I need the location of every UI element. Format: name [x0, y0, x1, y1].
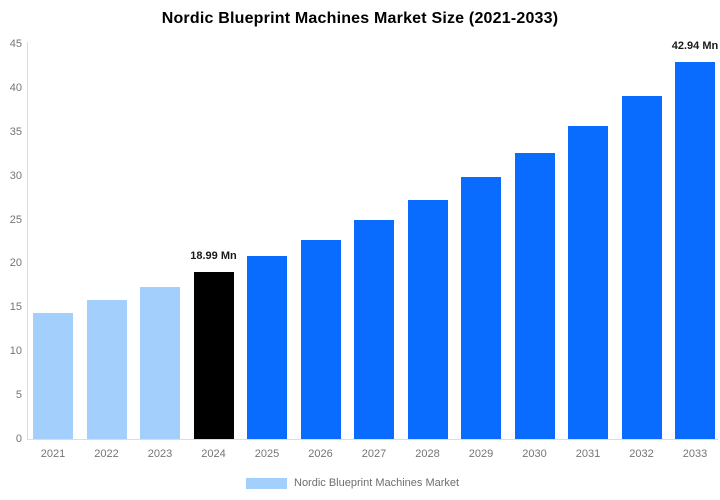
- x-axis-label: 2029: [468, 448, 494, 460]
- legend-swatch: [246, 477, 287, 489]
- y-tick-label: 15: [9, 301, 22, 314]
- x-axis-label: 2033: [682, 448, 708, 460]
- bar-2025: [247, 256, 287, 439]
- y-tick-label: 25: [9, 213, 22, 226]
- legend: Nordic Blueprint Machines Market: [246, 477, 459, 489]
- bar-value-label: 42.94 Mn: [671, 40, 719, 53]
- bar-value-label: 18.99 Mn: [190, 250, 237, 263]
- legend-label: Nordic Blueprint Machines Market: [294, 477, 460, 489]
- x-axis-label: 2025: [254, 448, 280, 460]
- y-tick-label: 35: [9, 125, 22, 138]
- y-axis-line: [27, 42, 28, 439]
- bar-2032: [621, 95, 662, 439]
- y-tick-label: 10: [9, 345, 22, 358]
- x-axis-label: 2032: [629, 448, 654, 460]
- x-axis-label: 2024: [201, 448, 226, 460]
- x-axis-label: 2031: [575, 448, 601, 460]
- bar-2030: [514, 152, 555, 439]
- y-tick-label: 45: [9, 38, 22, 50]
- bar-2028: [407, 200, 448, 439]
- bar-2033: [675, 62, 715, 439]
- bar-2026: [300, 239, 341, 439]
- x-axis-label: 2028: [415, 448, 440, 460]
- chart-title: Nordic Blueprint Machines Market Size (2…: [161, 10, 559, 27]
- bar-2022: [86, 300, 127, 439]
- y-tick-label: 30: [9, 169, 22, 182]
- x-axis-line: [27, 439, 718, 440]
- bar-2024: [193, 272, 234, 439]
- x-axis-label: 2030: [522, 448, 547, 460]
- y-tick-label: 5: [15, 389, 22, 402]
- bar-2031: [568, 125, 608, 439]
- y-tick-label: 20: [9, 257, 22, 270]
- y-tick-label: 40: [9, 81, 22, 94]
- x-axis-label: 2027: [361, 448, 387, 460]
- y-tick-label: 0: [15, 433, 22, 445]
- bar-2027: [354, 220, 394, 439]
- bar-2029: [461, 177, 501, 439]
- bar-2021: [33, 312, 73, 439]
- bar-2023: [140, 287, 180, 439]
- x-axis-label: 2023: [147, 448, 173, 460]
- x-axis-label: 2021: [40, 448, 66, 460]
- x-axis-label: 2022: [94, 448, 119, 460]
- x-axis-label: 2026: [308, 448, 333, 460]
